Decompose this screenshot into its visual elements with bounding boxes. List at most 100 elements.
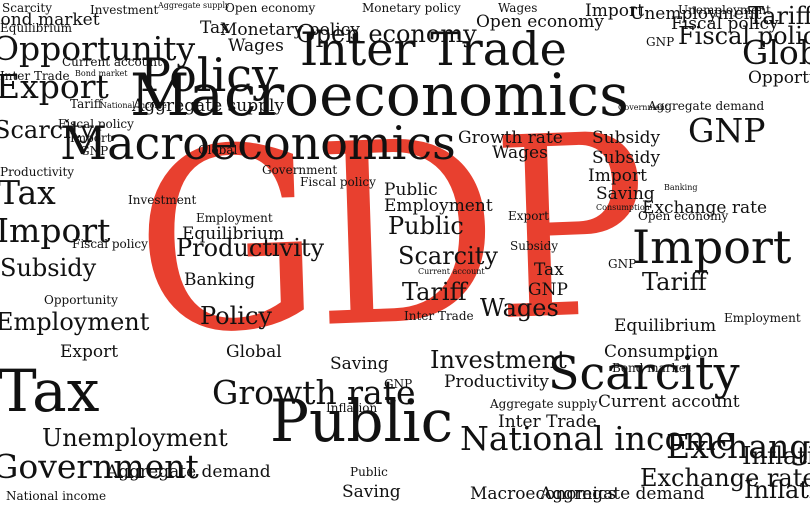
word: Investment [430, 346, 567, 374]
word: Export [60, 342, 119, 362]
word: Open economy [296, 20, 477, 48]
word: Growth rate [212, 373, 416, 412]
word: Public [384, 180, 438, 200]
word: Opportunity [44, 293, 118, 307]
word: Employment [724, 311, 801, 325]
word: Import [70, 131, 112, 145]
word: Subsidy [510, 239, 559, 253]
word: Inter Trade [404, 309, 474, 323]
word: Consumption [596, 203, 650, 212]
word: Bond market [0, 10, 100, 30]
word: Tax [200, 18, 230, 38]
word: Inter Trade [0, 69, 70, 83]
word: Equilibrium [614, 316, 717, 336]
word: Inter Trade [498, 412, 597, 432]
word: Global [198, 143, 238, 157]
word: Bond market [612, 361, 691, 375]
word: GNP [80, 144, 109, 158]
word: Tariff [402, 278, 467, 306]
word: Fiscal policy [671, 14, 779, 34]
word: Aggregate demand [540, 484, 705, 504]
word: Government [262, 163, 338, 177]
word: Public [350, 465, 388, 479]
word: Exchange rate [642, 198, 768, 218]
word: Aggregate supply [490, 397, 598, 411]
word: Scarcity [548, 346, 740, 400]
word: Fiscal policy [58, 117, 134, 131]
word: Scarcity [398, 242, 498, 270]
word: Wages [480, 294, 559, 322]
word: Saving [596, 184, 655, 204]
word: Scarcity [0, 116, 94, 144]
word: Public [270, 387, 454, 455]
word: Macroeconomics [60, 116, 456, 170]
word: Productivity [0, 165, 75, 179]
word: Monetary policy [362, 1, 461, 15]
word: Fiscal policy [72, 237, 148, 251]
word: Fiscal policy [300, 175, 376, 189]
word: Open economy [476, 12, 604, 32]
word: Import [588, 166, 647, 186]
word: Opportunity [748, 68, 810, 88]
word: Consumption [604, 342, 719, 362]
word: Tax [534, 260, 564, 280]
word: Export [0, 67, 109, 106]
word: Equilibrium [0, 21, 73, 35]
word: Import [632, 220, 792, 274]
word: Macroeconomics [470, 484, 617, 504]
word: Investment [90, 3, 159, 17]
word: Scarcity [2, 1, 52, 15]
word: National income [6, 489, 107, 503]
word: Employment [0, 308, 150, 336]
word: Import [0, 211, 111, 250]
word: Investment [128, 193, 197, 207]
word: Monetary policy [220, 20, 360, 40]
word: Banking [664, 183, 698, 192]
word: Wages [498, 1, 538, 15]
word: Opportunity [0, 29, 196, 68]
word: GNP [688, 111, 766, 150]
word: Exchange rate [666, 427, 810, 466]
word: Unemployment [42, 424, 228, 452]
word: National income [100, 101, 167, 110]
word: Aggregate demand [106, 462, 271, 482]
word: Wages [492, 143, 548, 163]
word: Import [585, 1, 644, 21]
word: Current account [418, 267, 485, 276]
word: Productivity [176, 234, 325, 262]
word: Saving [330, 354, 389, 374]
word: Government [618, 103, 669, 112]
word: Employment [196, 211, 273, 225]
word: Public [388, 212, 464, 240]
word: Policy [200, 302, 272, 330]
word: Growth rate [458, 128, 563, 148]
word: Inter Trade [300, 22, 567, 76]
word: Banking [184, 270, 256, 290]
word: Current account [62, 55, 162, 69]
word: Inflation [742, 442, 810, 470]
word: Unemployment [678, 3, 771, 17]
word: Glob [742, 33, 810, 72]
word: Global [226, 342, 282, 362]
word: Tax [0, 357, 100, 425]
word: Subsidy [0, 254, 97, 282]
word: Export [508, 209, 549, 223]
word: Inflation [326, 401, 378, 415]
word: Wages [228, 36, 284, 56]
word: Saving [342, 482, 401, 502]
word: Tariff [748, 2, 810, 30]
word: Current account [598, 392, 740, 412]
word: Subsidy [592, 148, 661, 168]
word: Tax [0, 173, 56, 212]
word: Equilibrium [182, 224, 285, 244]
word: National income [460, 419, 736, 458]
word: GNP [528, 280, 568, 300]
word: Bond market [75, 69, 128, 78]
word: GNP [646, 35, 675, 49]
word: Productivity [444, 372, 549, 392]
word: GNP [608, 257, 637, 271]
word: Policy [140, 48, 278, 102]
word: GNP [384, 377, 413, 391]
word: Fiscal policy [678, 22, 810, 50]
